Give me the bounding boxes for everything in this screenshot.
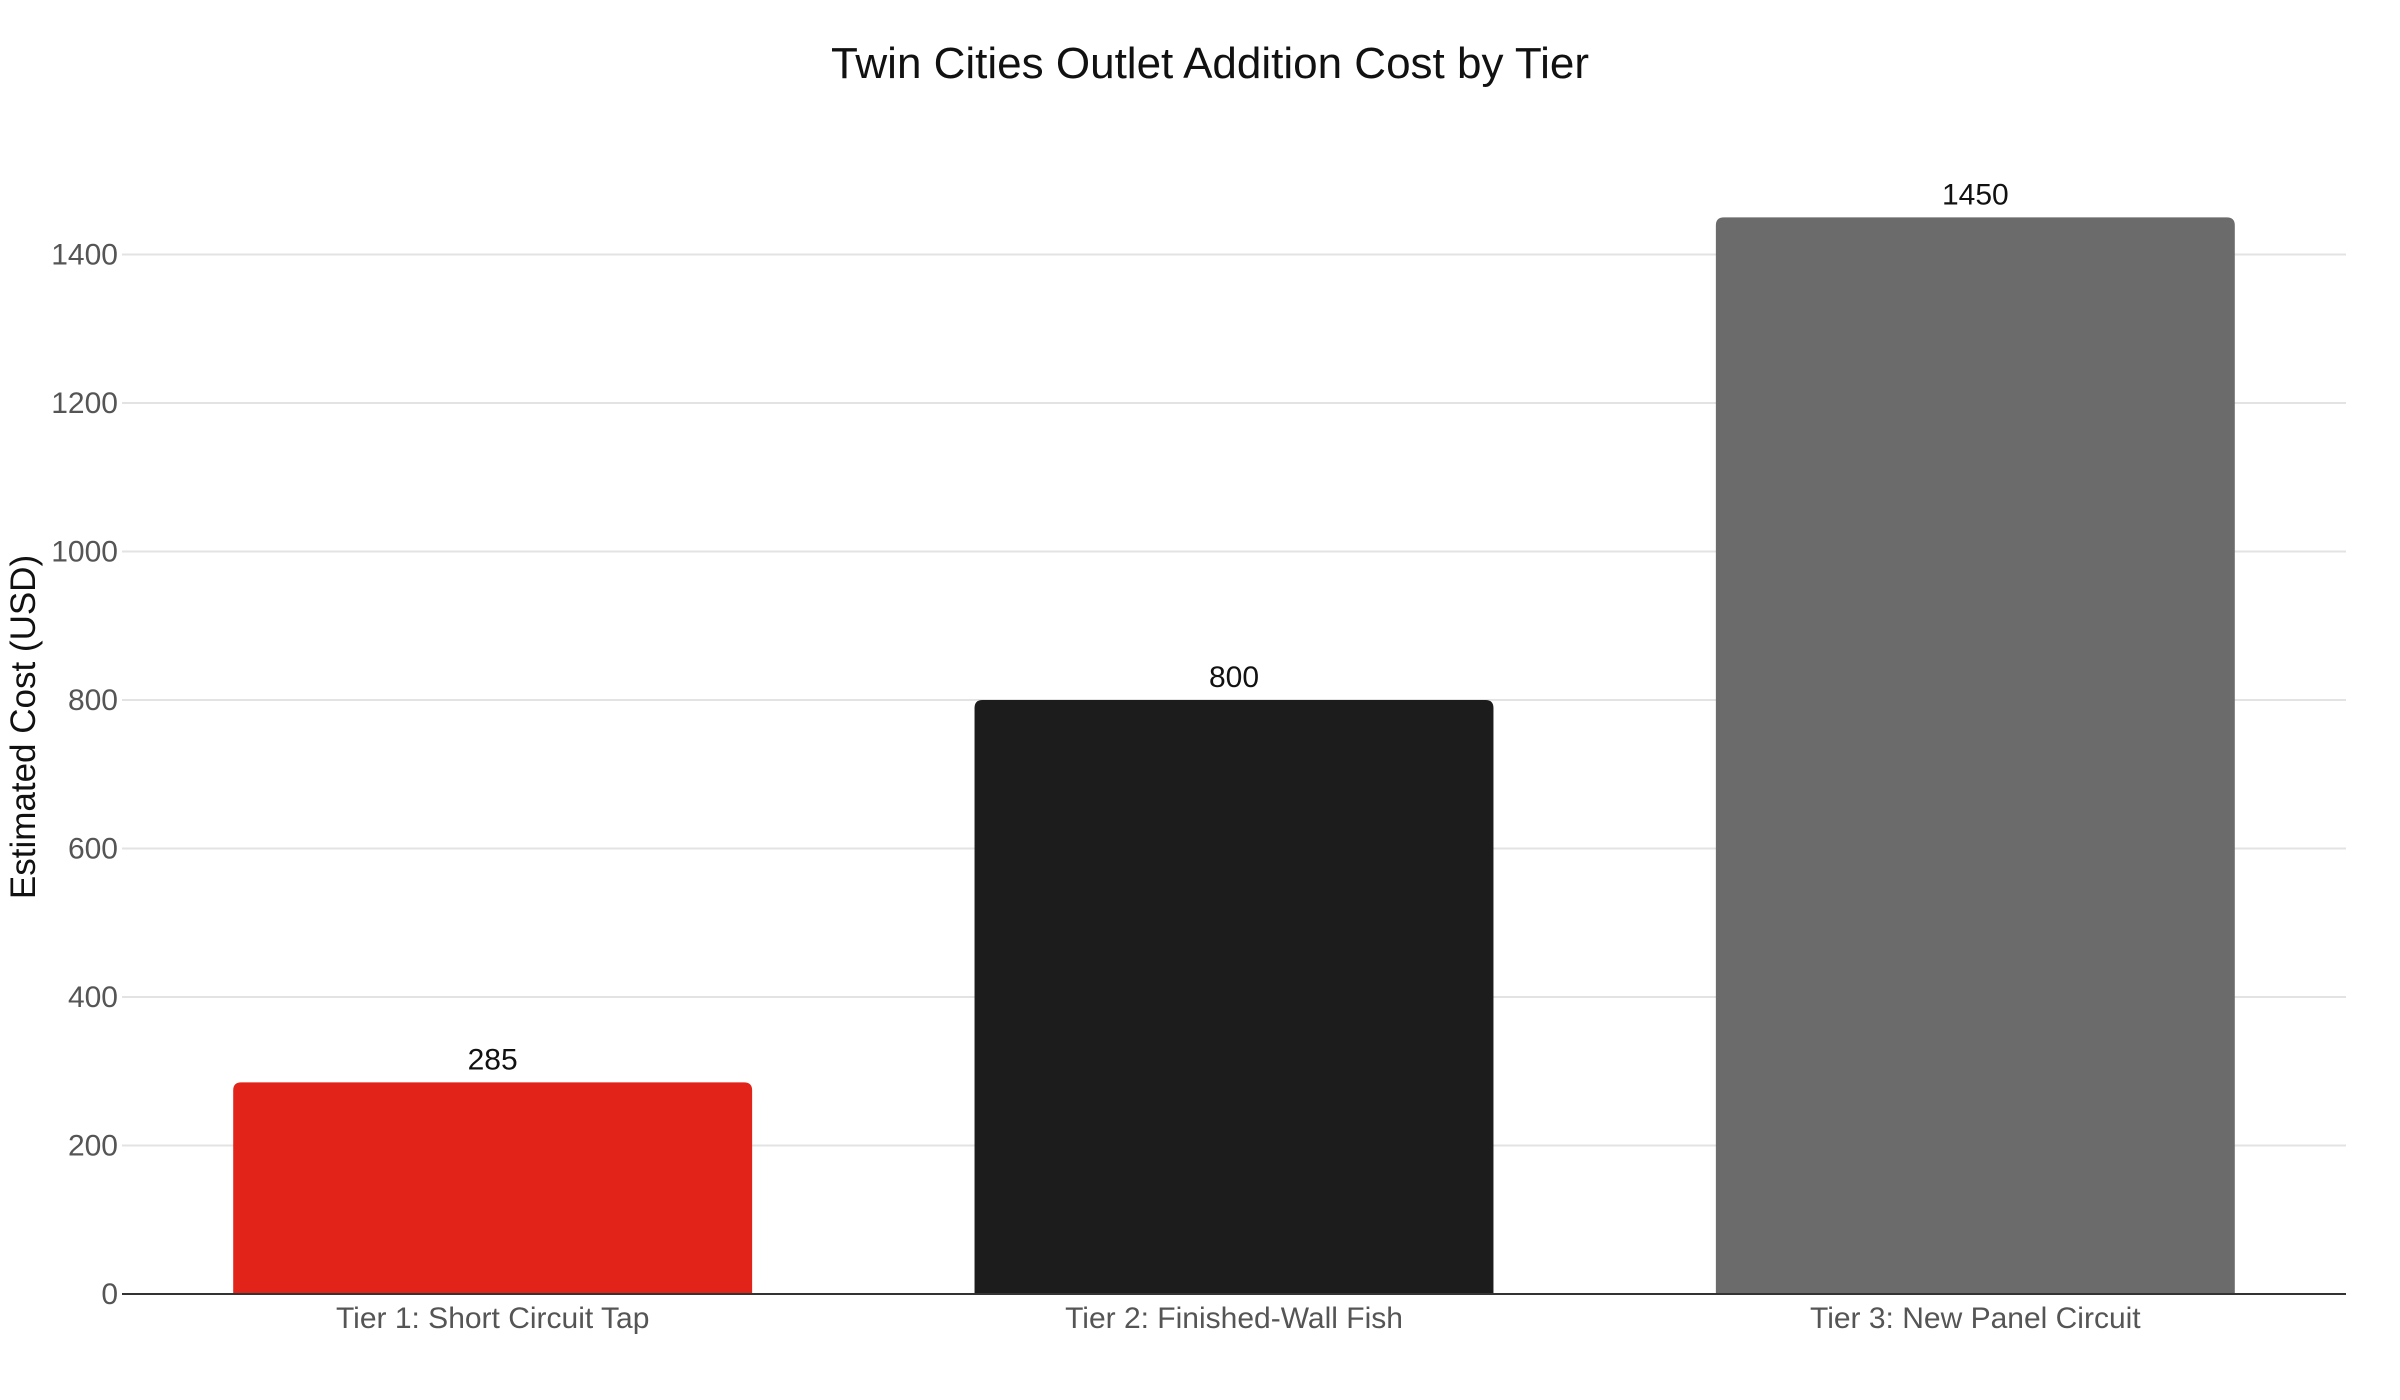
y-tick-label: 1000 (51, 536, 118, 569)
bar-3 (1715, 217, 2235, 1295)
data-label: 285 (468, 1043, 518, 1076)
x-tick-label: Tier 1: Short Circuit Tap (336, 1302, 649, 1335)
x-tick-label: Tier 3: New Panel Circuit (1810, 1302, 2141, 1335)
data-label: 1450 (1942, 178, 2009, 211)
y-tick-label: 1400 (51, 239, 118, 272)
y-axis-title: Estimated Cost (USD) (4, 555, 43, 899)
chart-title: Twin Cities Outlet Addition Cost by Tier (831, 39, 1589, 88)
data-labels: 285 800 1450 (468, 178, 2009, 1076)
bar-1 (233, 1082, 753, 1294)
y-tick-label: 1200 (51, 387, 118, 420)
y-tick-label: 0 (101, 1278, 118, 1311)
bars (233, 217, 2235, 1295)
y-tick-label: 200 (68, 1130, 118, 1163)
x-tick-label: Tier 2: Finished-Wall Fish (1065, 1302, 1403, 1335)
bar-2 (974, 700, 1494, 1294)
y-tick-label: 400 (68, 981, 118, 1014)
data-label: 800 (1209, 661, 1259, 694)
y-tick-label: 600 (68, 833, 118, 866)
x-axis-ticks: Tier 1: Short Circuit Tap Tier 2: Finishe… (336, 1302, 2141, 1335)
y-axis-ticks: 0 200 400 600 800 1000 1200 1400 (51, 239, 118, 1311)
y-tick-label: 800 (68, 684, 118, 717)
